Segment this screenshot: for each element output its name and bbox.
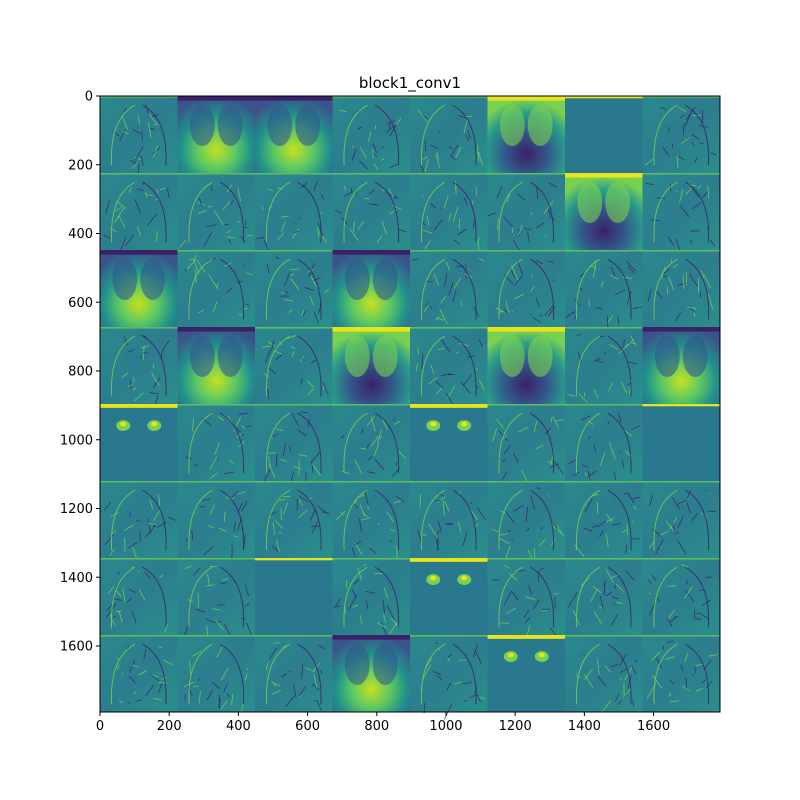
feature-tile [410, 327, 488, 408]
chart-title: block1_conv1 [359, 74, 461, 93]
x-tick-label: 800 [364, 719, 389, 734]
y-tick-label: 1600 [60, 640, 93, 655]
y-tick-label: 1400 [60, 571, 93, 586]
feature-tile [642, 635, 720, 712]
x-tick-label: 200 [157, 719, 182, 734]
feature-tile [177, 481, 255, 559]
feature-tile [255, 173, 333, 253]
feature-tile [410, 558, 488, 635]
feature-tile [410, 96, 488, 177]
x-tick-label: 1000 [429, 719, 462, 734]
y-tick-label: 0 [85, 90, 93, 105]
feature-tile [565, 404, 643, 486]
feature-tile [100, 635, 178, 712]
feature-tile [642, 173, 720, 250]
feature-tile [332, 558, 410, 637]
x-tick-label: 0 [96, 719, 104, 734]
feature-tile [177, 250, 255, 327]
feature-tile [487, 404, 565, 486]
x-tick-label: 1400 [568, 719, 601, 734]
feature-tile [410, 250, 488, 327]
feature-tile [100, 481, 178, 560]
feature-tile [642, 481, 720, 558]
feature-tile [565, 558, 643, 635]
feature-tile [255, 96, 333, 173]
feature-tile [255, 250, 333, 327]
feature-tile [565, 250, 643, 330]
feature-tile [565, 96, 643, 173]
feature-tile [565, 173, 643, 250]
y-tick-label: 1200 [60, 502, 93, 517]
y-axis: 0 200 400 600 800 1000 1200 1400 1600 [60, 90, 100, 655]
feature-tiles [100, 96, 720, 720]
feature-tile [642, 96, 720, 173]
feature-tile [565, 327, 643, 404]
feature-tile [100, 558, 178, 635]
feature-tile [100, 96, 178, 175]
feature-tile [332, 96, 410, 173]
feature-tile [177, 558, 255, 638]
feature-tile [177, 173, 255, 250]
feature-tile [487, 481, 565, 565]
feature-tile [255, 558, 333, 635]
feature-tile [100, 173, 178, 251]
feature-tile [255, 481, 333, 558]
feature-tile [642, 558, 720, 635]
feature-tile [177, 96, 255, 173]
feature-tile [565, 635, 643, 712]
feature-tile [332, 173, 410, 250]
feature-tile [255, 404, 333, 487]
y-tick-label: 1000 [60, 433, 93, 448]
feature-tile [332, 481, 410, 561]
feature-tile [487, 558, 565, 640]
x-tick-label: 600 [295, 719, 320, 734]
feature-tile [177, 635, 255, 713]
x-tick-label: 1600 [637, 719, 670, 734]
feature-tile [410, 404, 488, 481]
feature-tile [410, 173, 488, 254]
feature-tile [410, 635, 488, 720]
y-tick-label: 800 [68, 365, 93, 380]
x-axis: 0 200 400 600 800 1000 1200 1400 1600 [96, 712, 670, 734]
feature-tile [100, 404, 178, 481]
feature-tile [487, 635, 565, 712]
feature-tile [332, 327, 410, 404]
feature-tile [100, 327, 178, 411]
feature-tile [177, 327, 255, 404]
axes-frame [99, 95, 721, 713]
feature-tile [332, 635, 410, 712]
feature-tile [255, 327, 333, 404]
y-tick-label: 200 [68, 158, 93, 173]
feature-tile [487, 96, 565, 173]
feature-tile [642, 327, 720, 404]
feature-tile [487, 250, 565, 327]
feature-tile [332, 250, 410, 327]
feature-tile [487, 173, 565, 255]
feature-tile [487, 327, 565, 404]
x-tick-label: 400 [226, 719, 251, 734]
feature-tile [332, 404, 410, 481]
y-tick-label: 600 [68, 296, 93, 311]
feature-tile [565, 481, 643, 558]
feature-tile [177, 404, 255, 481]
feature-tile [642, 404, 720, 481]
y-tick-label: 400 [68, 227, 93, 242]
feature-tile [642, 250, 720, 327]
feature-tile [255, 635, 333, 712]
feature-tile [100, 250, 178, 327]
x-tick-label: 1200 [499, 719, 532, 734]
feature-tile [410, 481, 488, 558]
